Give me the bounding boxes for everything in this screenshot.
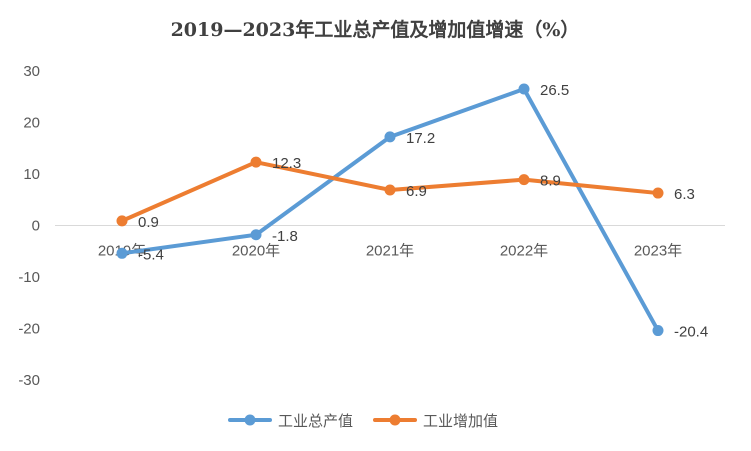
data-labels: -5.4 -1.8 17.2 26.5 -20.4 0.9 12.3 6.9 8.9 6.3 (138, 82, 708, 341)
x-tick-label: 2023年 (634, 243, 682, 260)
data-point (116, 215, 128, 227)
data-label: -20.4 (674, 324, 708, 341)
y-tick-label: 30 (23, 63, 40, 80)
data-point (384, 131, 396, 143)
y-tick-label: -20 (18, 321, 40, 338)
legend-marker (244, 414, 256, 426)
x-tick-label: 2021年 (366, 243, 414, 260)
data-point (384, 184, 396, 196)
y-tick-label: 10 (23, 166, 40, 183)
data-label: 6.9 (406, 183, 427, 200)
data-label: 12.3 (272, 155, 301, 172)
legend: 工业总产值 工业增加值 (228, 412, 498, 430)
legend-marker (389, 414, 401, 426)
data-point (518, 83, 530, 95)
data-label: -1.8 (272, 228, 298, 245)
data-label: 6.3 (674, 186, 695, 203)
data-point (518, 174, 530, 186)
data-label: 17.2 (406, 130, 435, 147)
x-tick-label: 2020年 (232, 243, 280, 260)
data-label: 26.5 (540, 82, 569, 99)
legend-label: 工业总产值 (278, 412, 353, 430)
data-point (652, 325, 664, 337)
series-line (120, 87, 660, 333)
data-point (652, 187, 664, 199)
data-point (250, 229, 262, 241)
data-point (250, 156, 262, 168)
y-tick-label: -10 (18, 269, 40, 286)
y-axis: 30 20 10 0 -10 -20 -30 (18, 63, 40, 389)
legend-label: 工业增加值 (423, 412, 498, 430)
data-point (116, 247, 128, 259)
data-label: -5.4 (138, 246, 164, 263)
data-label: 8.9 (540, 173, 561, 190)
chart-title: 2019—2023年工业总产值及增加值增速（%） (171, 18, 580, 41)
data-label: 0.9 (138, 214, 159, 231)
y-tick-label: 0 (32, 218, 40, 235)
y-tick-label: -30 (18, 372, 40, 389)
x-tick-label: 2022年 (500, 243, 548, 260)
series-group (116, 83, 664, 337)
y-tick-label: 20 (23, 115, 40, 132)
